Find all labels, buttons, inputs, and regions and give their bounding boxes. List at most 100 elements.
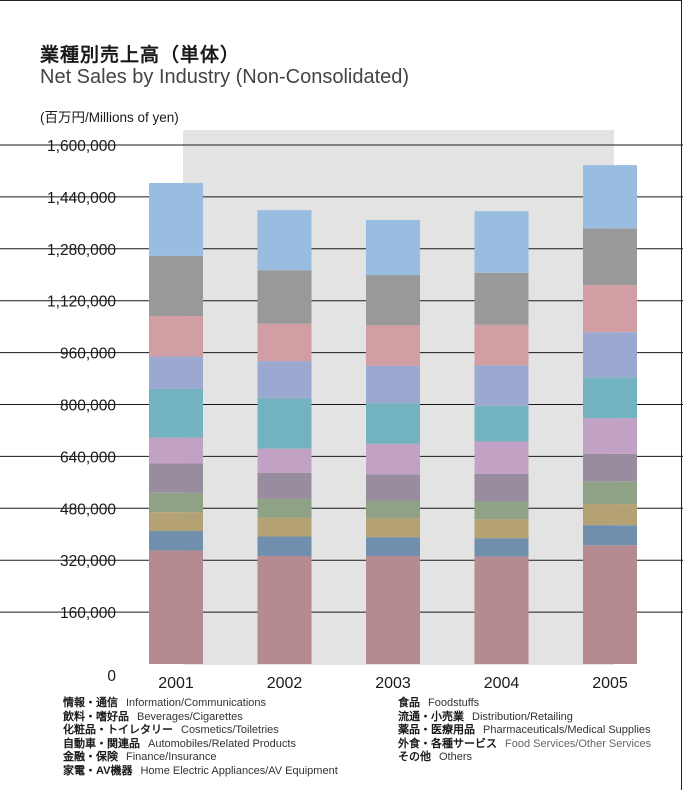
bar-segment-home — [149, 531, 203, 551]
bar-segment-finance — [583, 504, 637, 526]
bar-segment-cosmetics — [149, 463, 203, 493]
legend-label-jp: 化粧品・トイレタリー — [63, 724, 173, 736]
bar-segment-foodstuffs — [149, 356, 203, 389]
legend-entry: 飲料・嗜好品 Beverages/Cigarettes — [63, 711, 338, 725]
bar-segment-info — [583, 377, 637, 419]
bar-segment-home — [366, 537, 420, 556]
bar-segment-auto — [149, 492, 203, 513]
y-tick-label: 480,000 — [60, 501, 116, 518]
bar-segment-food_services — [257, 210, 312, 271]
bar-segment-distribution — [257, 323, 312, 362]
bar-segment-foodstuffs — [474, 365, 529, 406]
bar-segment-info — [474, 405, 529, 442]
bar-segment-beverages — [366, 443, 420, 475]
bar-segment-auto — [257, 498, 312, 518]
legend-entry: 薬品・医療用品 Pharmaceuticals/Medical Supplies — [398, 724, 651, 738]
bar-segment-pharma — [366, 275, 420, 326]
legend-label-jp: 家電・AV機器 — [63, 764, 133, 777]
bar-segment-distribution — [474, 324, 529, 366]
x-tick-label: 2002 — [267, 675, 303, 692]
bar-segment-beverages — [474, 441, 529, 474]
bar-segment-finance — [474, 519, 529, 539]
y-tick-label: 1,120,000 — [47, 294, 116, 311]
y-tick-label: 0 — [107, 668, 116, 685]
legend-entry: その他 Others — [398, 751, 651, 765]
legend-entry: 情報・通信 Information/Communications — [63, 697, 338, 711]
bar-segment-finance — [149, 512, 203, 532]
bar-segment-others — [583, 545, 637, 664]
y-tick-label: 1,440,000 — [47, 190, 116, 207]
bar-segment-food_services — [583, 165, 637, 229]
bar-segment-cosmetics — [257, 472, 312, 499]
legend-label-jp: 流通・小売業 — [398, 710, 464, 723]
bar-segment-distribution — [583, 285, 637, 333]
legend-entry: 自動車・関連品 Automobiles/Related Products — [63, 738, 338, 752]
bar-segment-food_services — [149, 182, 203, 256]
y-tick-label: 1,280,000 — [47, 242, 116, 259]
legend-label-jp: 金融・保険 — [63, 751, 118, 763]
bar-segment-home — [257, 536, 312, 556]
bar-segment-info — [149, 388, 203, 438]
unit-label: (百万円/Millions of yen) — [40, 110, 179, 125]
bar-segment-pharma — [149, 255, 203, 316]
bar-segment-distribution — [149, 315, 203, 357]
legend-label-en: Cosmetics/Toiletries — [181, 724, 279, 736]
legend-label-en: Home Electric Appliances/AV Equipment — [140, 764, 338, 777]
legend-label-en: Information/Communications — [126, 697, 267, 709]
legend-right: 食品 Foodstuffs 流通・小売業 Distribution/Retailing… — [398, 697, 651, 765]
bar-segment-finance — [257, 517, 312, 537]
bar-segment-home — [474, 538, 529, 557]
chart-title-jp: 業種別売上高（単体） — [40, 45, 241, 66]
x-tick-label: 2001 — [158, 675, 194, 692]
legend-entry: 家電・AV機器 Home Electric Appliances/AV Equip… — [63, 765, 338, 779]
chart-title-en: Net Sales by Industry (Non-Consolidated) — [40, 66, 410, 88]
bar-segment-others — [257, 555, 312, 664]
bar-segment-auto — [366, 500, 420, 519]
x-tick-label: 2003 — [375, 675, 411, 692]
bar-segment-foodstuffs — [366, 365, 420, 404]
bar-segment-auto — [474, 501, 529, 520]
bar-segment-auto — [583, 481, 637, 505]
bar-segment-info — [257, 398, 312, 449]
legend-entry: 金融・保険 Finance/Insurance — [63, 751, 338, 765]
bar-segment-foodstuffs — [583, 332, 637, 378]
legend-label-jp: 薬品・医療用品 — [398, 724, 475, 736]
bar-segment-foodstuffs — [257, 361, 312, 399]
y-tick-label: 320,000 — [60, 553, 116, 570]
bar-segment-cosmetics — [583, 453, 637, 482]
bar-segment-cosmetics — [474, 473, 529, 502]
legend-label-en: Distribution/Retailing — [472, 710, 573, 723]
x-tick-label: 2005 — [592, 675, 628, 692]
legend-entry: 化粧品・トイレタリー Cosmetics/Toiletries — [63, 724, 338, 738]
bar-segment-food_services — [366, 219, 420, 276]
bar-segment-others — [474, 556, 529, 664]
bar-segment-pharma — [583, 228, 637, 286]
legend-label-en: Foodstuffs — [428, 697, 480, 709]
y-tick-label: 160,000 — [60, 605, 116, 622]
bar-segment-others — [366, 555, 420, 664]
bar-segment-info — [366, 403, 420, 444]
bar-segment-beverages — [149, 437, 203, 464]
legend-entry: 食品 Foodstuffs — [398, 697, 651, 711]
legend-label-en: Automobiles/Related Products — [148, 737, 296, 750]
legend-label-en: Finance/Insurance — [126, 751, 217, 763]
legend-label-jp: 飲料・嗜好品 — [63, 710, 129, 723]
bar-segment-pharma — [257, 270, 312, 324]
legend-entry: 流通・小売業 Distribution/Retailing — [398, 711, 651, 725]
x-tick-label: 2004 — [484, 675, 520, 692]
legend-label-jp: 自動車・関連品 — [63, 737, 140, 750]
bar-segment-food_services — [474, 211, 529, 273]
y-tick-label: 960,000 — [60, 346, 116, 363]
legend-label-en: Food Services/Other Services — [505, 737, 652, 750]
legend-label-jp: 情報・通信 — [63, 697, 118, 709]
legend-label-en: Beverages/Cigarettes — [137, 710, 243, 723]
bar-segment-beverages — [583, 418, 637, 454]
legend-label-jp: 外食・各種サービス — [398, 737, 497, 750]
legend-entry: 外食・各種サービス Food Services/Other Services — [398, 738, 651, 752]
legend-label-en: Pharmaceuticals/Medical Supplies — [483, 724, 651, 736]
bar-segment-others — [149, 550, 203, 664]
y-tick-label: 640,000 — [60, 449, 116, 466]
legend-label-en: Others — [439, 751, 473, 763]
